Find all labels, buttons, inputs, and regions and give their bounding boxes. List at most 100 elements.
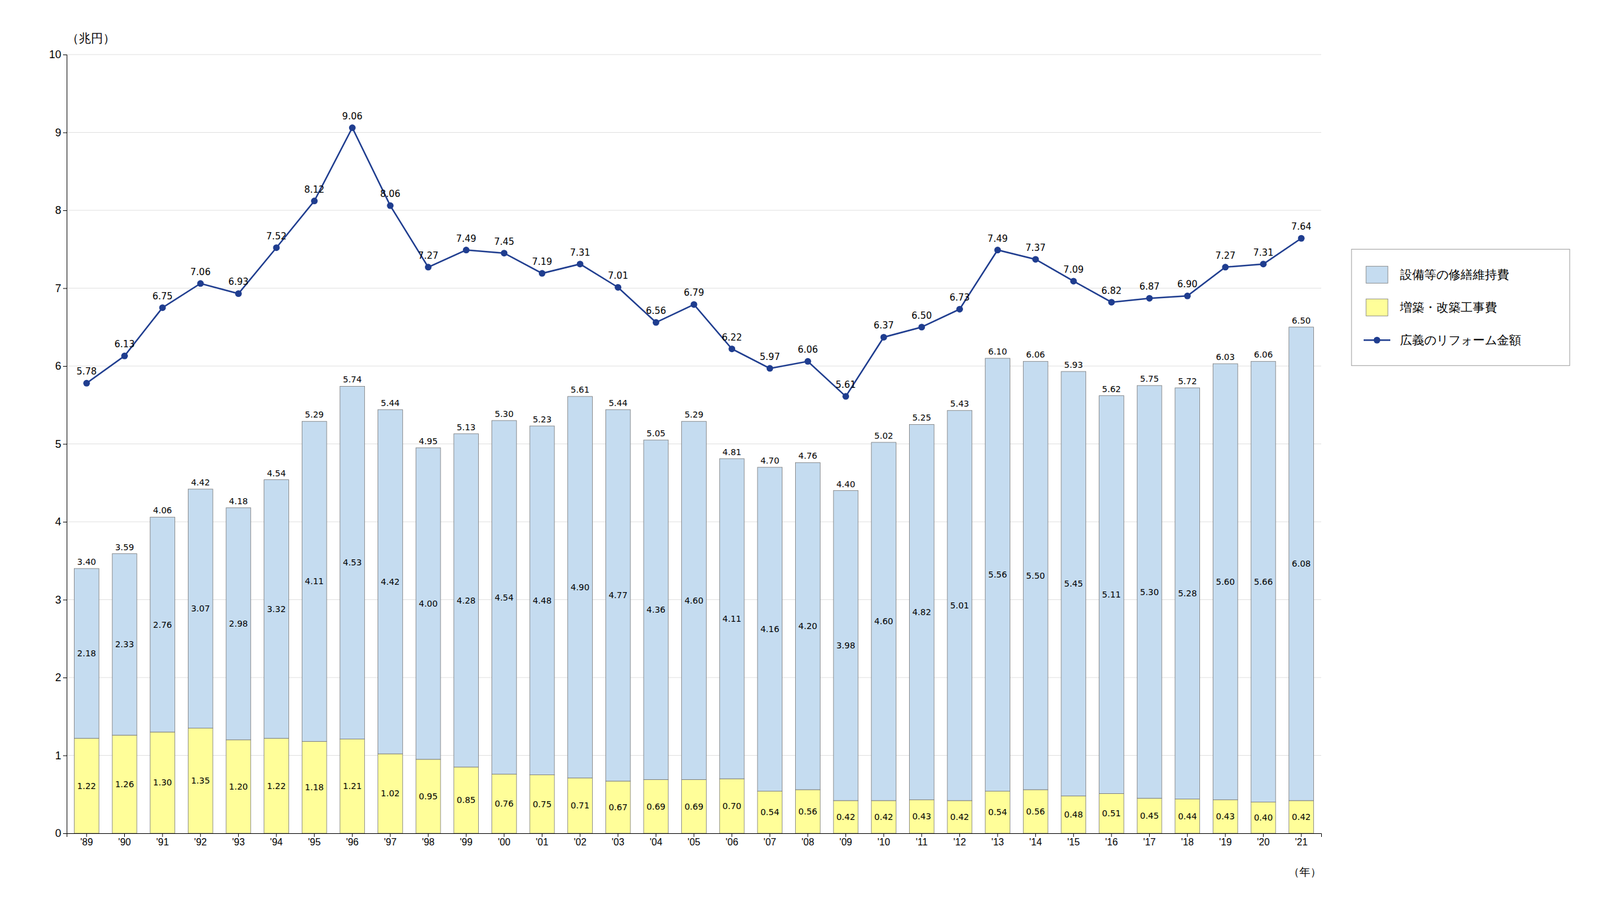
legend-label: 増築・改築工事費	[1399, 300, 1497, 315]
line-point	[956, 306, 964, 313]
x-tick: '98	[421, 833, 435, 848]
x-tick-label: '21	[1295, 836, 1308, 848]
total-label: 3.59	[115, 542, 134, 553]
bar	[415, 447, 441, 760]
bar-segment-label: 5.01	[950, 600, 970, 611]
grid-line	[66, 210, 1322, 211]
line-point	[652, 319, 660, 327]
total-label: 4.54	[266, 468, 286, 479]
x-tick: '19	[1218, 833, 1232, 848]
bar-segment-label: 0.42	[950, 812, 970, 822]
bar	[301, 421, 327, 742]
x-tick-mark	[427, 833, 429, 837]
bar	[757, 467, 783, 792]
bar	[795, 789, 821, 834]
y-tick: 4	[55, 515, 67, 528]
bar-segment-label: 0.54	[760, 807, 780, 817]
x-tick: '09	[839, 833, 853, 848]
bar	[833, 800, 859, 834]
x-tick-label: '91	[156, 836, 170, 848]
bar-segment-label: 0.67	[608, 802, 628, 813]
x-tick: '14	[1029, 833, 1042, 848]
bar	[74, 568, 100, 739]
line-point	[614, 284, 622, 291]
bar	[871, 442, 897, 801]
bar	[453, 433, 479, 768]
line-label: 7.64	[1290, 221, 1311, 233]
x-tick-label: '93	[232, 836, 245, 848]
x-tick-mark	[921, 833, 922, 837]
y-tick-label: 1	[55, 749, 62, 762]
y-tick-mark	[63, 366, 67, 367]
x-tick-mark	[200, 833, 201, 837]
bar-segment-label: 0.45	[1140, 810, 1159, 821]
x-tick-label: '17	[1143, 836, 1156, 848]
x-tick-label: '96	[346, 836, 359, 848]
marks	[74, 124, 1314, 834]
bar	[871, 800, 897, 834]
x-tick-mark	[124, 833, 125, 837]
y-tick-label: 10	[49, 48, 62, 61]
x-tick-label: '12	[953, 836, 967, 848]
bar-segment-label: 4.16	[760, 624, 780, 634]
bar	[1250, 361, 1276, 802]
y-tick: 0	[55, 827, 67, 840]
bar	[1023, 789, 1048, 834]
x-tick-mark	[1301, 833, 1302, 837]
legend-box	[1351, 249, 1570, 366]
line-label: 6.37	[873, 320, 894, 331]
bar	[1061, 371, 1087, 796]
total-label: 5.72	[1178, 376, 1197, 387]
line	[86, 127, 1302, 397]
bar-segment-label: 1.21	[343, 781, 362, 791]
bar-segment-label: 1.20	[229, 781, 248, 792]
total-label: 5.44	[608, 398, 628, 408]
y-tick: 10	[49, 48, 67, 61]
bar	[947, 800, 973, 834]
grid	[66, 54, 1322, 834]
line-point	[576, 260, 584, 268]
x-tick-label: '10	[877, 836, 891, 848]
bar-segment-label: 5.60	[1215, 576, 1235, 587]
bar-segment-label: 1.30	[153, 777, 173, 788]
line-label: 6.90	[1177, 278, 1198, 290]
bar	[719, 778, 745, 834]
x-tick: '18	[1181, 833, 1194, 848]
x-tick: '08	[801, 833, 814, 848]
total-label: 5.30	[494, 409, 514, 419]
line-label: 7.52	[266, 230, 287, 242]
bar-segment-label: 2.18	[76, 648, 96, 659]
y-tick-mark	[63, 288, 67, 290]
x-tick: '99	[460, 833, 473, 848]
bar-segment-label: 4.90	[570, 582, 590, 593]
bar-segment-label: 4.60	[874, 616, 894, 627]
x-tick-mark	[1110, 833, 1112, 837]
line-label: 7.31	[1253, 247, 1274, 259]
x-tick-mark	[86, 833, 87, 837]
bar-segment-label: 0.40	[1253, 812, 1273, 823]
x-tick-label: '18	[1181, 836, 1194, 848]
line-label: 5.78	[76, 366, 97, 377]
bar	[112, 735, 137, 834]
bar-segment-label: 4.11	[304, 576, 324, 587]
plot-area: 012345678910'89'90'91'92'93'94'95'96'97'…	[49, 30, 1322, 879]
line-label: 9.06	[342, 110, 363, 122]
x-tick-label: '09	[839, 836, 853, 848]
bar	[833, 490, 859, 801]
bar	[681, 779, 707, 834]
total-label: 5.02	[874, 430, 894, 441]
total-label: 5.23	[532, 414, 552, 425]
x-tick-mark	[1187, 833, 1188, 837]
x-tick: '21	[1295, 833, 1308, 848]
bar	[757, 791, 783, 834]
bar-series	[74, 327, 1314, 803]
x-tick: '97	[384, 833, 397, 848]
x-tick-mark	[1224, 833, 1226, 837]
bar	[1289, 327, 1314, 801]
line-point	[918, 323, 925, 331]
bar-segment-label: 4.82	[912, 607, 931, 617]
y-axis-line	[63, 55, 68, 834]
bar-segment-label: 0.48	[1064, 809, 1084, 820]
bar-segment-label: 0.56	[1026, 806, 1045, 817]
y-tick-mark	[63, 833, 67, 834]
